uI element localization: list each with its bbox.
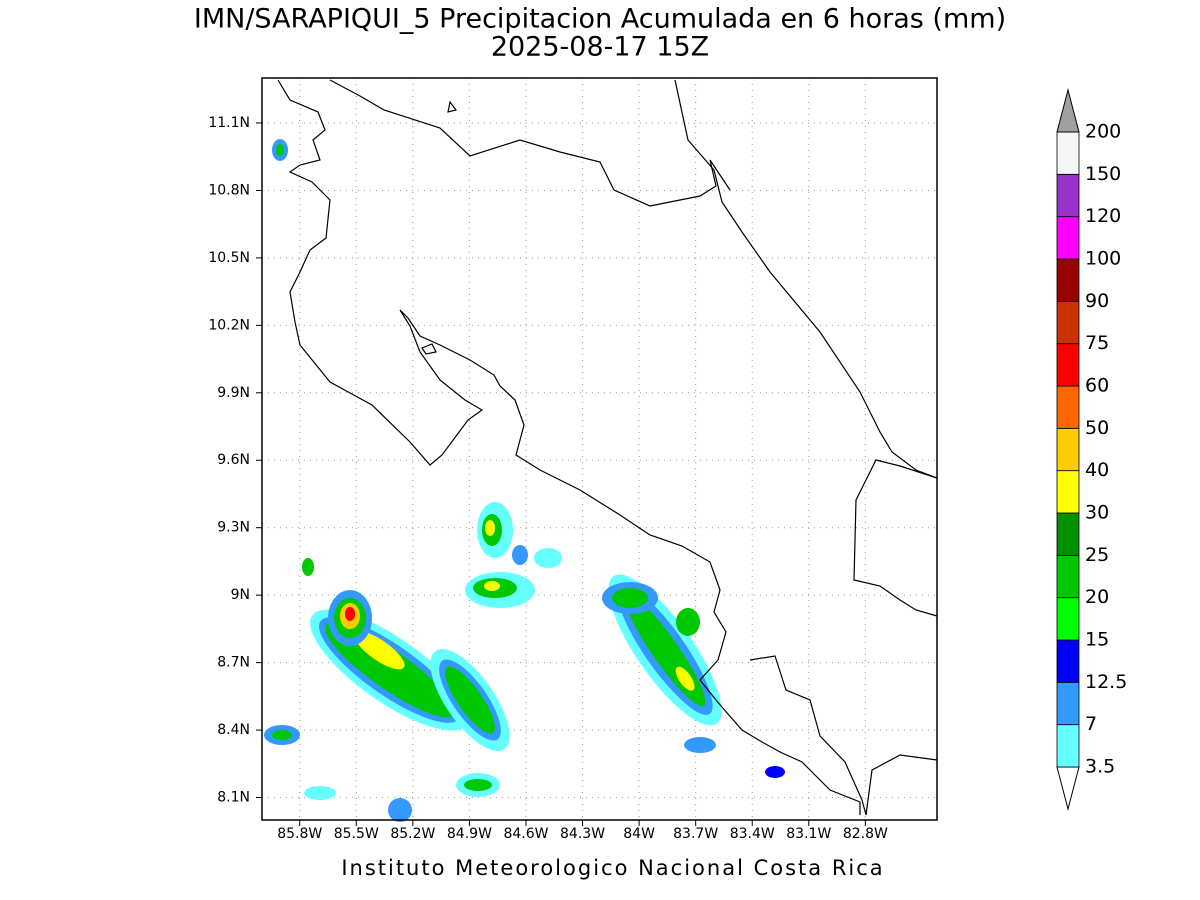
x-tick-label: 84.6W <box>503 826 548 842</box>
cell <box>485 520 495 536</box>
cell <box>345 607 355 621</box>
colorbar-label: 20 <box>1085 586 1109 608</box>
colorbar-box <box>1056 131 1080 175</box>
map-frame <box>261 77 938 821</box>
x-tick-label: 84.3W <box>560 826 605 842</box>
coastlines <box>277 79 938 816</box>
coastline <box>277 79 861 815</box>
x-tick-label: 83.4W <box>730 826 775 842</box>
cell <box>276 144 284 156</box>
cell <box>388 798 412 822</box>
colorbar-label: 50 <box>1085 417 1109 439</box>
cell <box>765 766 785 778</box>
cell-b <box>430 648 510 752</box>
x-tick-label: 83.1W <box>786 826 831 842</box>
y-tick-label: 8.7N <box>217 655 250 671</box>
colorbar-label: 100 <box>1085 248 1121 270</box>
colorbar-label: 40 <box>1085 459 1109 481</box>
colorbar-box <box>1056 343 1080 387</box>
map-title: IMN/SARAPIQUI_5 Precipitacion Acumulada … <box>194 4 1006 35</box>
colorbar-label: 120 <box>1085 205 1121 227</box>
x-tick-label: 85.5W <box>334 826 379 842</box>
colorbar-box <box>1056 470 1080 514</box>
y-tick-label: 10.8N <box>208 182 250 198</box>
x-tick-label: 84W <box>623 826 655 842</box>
colorbar-box <box>1056 385 1080 429</box>
cell <box>302 558 314 576</box>
colorbar-under <box>1056 766 1080 811</box>
cell <box>484 581 500 591</box>
colorbar-box <box>1056 554 1080 599</box>
y-tick-label: 9N <box>231 587 250 603</box>
colorbar-box <box>1056 724 1080 768</box>
colorbar-label: 60 <box>1085 375 1109 397</box>
cell <box>512 545 528 565</box>
coastline <box>329 79 731 207</box>
colorbar-label: 25 <box>1085 544 1109 566</box>
cell <box>534 548 562 568</box>
y-tick-label: 10.2N <box>208 317 250 333</box>
colorbar-box <box>1056 216 1080 260</box>
coastline <box>853 459 938 617</box>
coastline <box>674 79 938 479</box>
colorbar-label: 30 <box>1085 502 1109 524</box>
cell <box>684 737 716 753</box>
cell <box>272 730 292 740</box>
x-tick-label: 85.8W <box>277 826 322 842</box>
y-tick-label: 8.4N <box>217 722 250 738</box>
y-tick-label: 9.9N <box>217 385 250 401</box>
cell <box>464 779 492 791</box>
y-tick-label: 11.1N <box>208 115 250 131</box>
colorbar: 3.5 7 12.5 15 20 25 30 40 50 60 75 90 100 120 150 200 <box>1056 88 1127 811</box>
x-tick-label: 84.9W <box>447 826 492 842</box>
colorbar-box <box>1056 512 1080 556</box>
map-subtitle: 2025-08-17 15Z <box>491 32 709 63</box>
y-tick-label: 8.1N <box>217 790 250 806</box>
colorbar-label: 75 <box>1085 332 1109 354</box>
x-tick-label: 82.8W <box>843 826 888 842</box>
cell <box>612 588 648 608</box>
colorbar-box <box>1056 258 1080 302</box>
colorbar-box <box>1056 639 1080 683</box>
y-tick-label: 10.5N <box>208 250 250 266</box>
colorbar-over <box>1056 88 1080 133</box>
grid <box>262 78 937 820</box>
precipitation <box>264 139 785 822</box>
colorbar-label: 15 <box>1085 629 1109 651</box>
cell <box>676 608 700 636</box>
colorbar-label: 7 <box>1085 713 1097 735</box>
colorbar-box <box>1056 173 1080 218</box>
colorbar-label: 150 <box>1085 163 1121 185</box>
x-tick-label: 83.7W <box>673 826 718 842</box>
colorbar-label: 3.5 <box>1085 756 1115 778</box>
y-tick-label: 9.6N <box>217 452 250 468</box>
coastline <box>749 655 938 816</box>
colorbar-box <box>1056 597 1080 641</box>
colorbar-label: 12.5 <box>1085 671 1127 693</box>
colorbar-box <box>1056 681 1080 726</box>
colorbar-label: 90 <box>1085 290 1109 312</box>
colorbar-label: 200 <box>1085 121 1121 143</box>
x-tick-label: 85.2W <box>390 826 435 842</box>
lake <box>421 100 458 355</box>
colorbar-box <box>1056 427 1080 472</box>
footer: Instituto Meteorologico Nacional Costa R… <box>341 856 884 880</box>
y-tick-label: 9.3N <box>217 520 250 536</box>
colorbar-box <box>1056 300 1080 345</box>
cell <box>304 786 336 800</box>
